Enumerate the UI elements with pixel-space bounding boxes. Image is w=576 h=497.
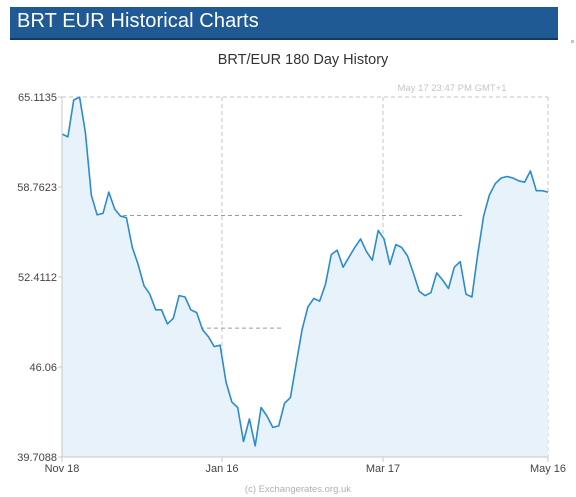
chart-title: BRT/EUR 180 Day History — [218, 52, 389, 68]
x-tick-label: Nov 18 — [45, 463, 80, 475]
chart-timestamp: May 17 23:47 PM GMT+1 — [397, 83, 506, 94]
series-area — [62, 97, 548, 457]
y-tick-label: 39.7088 — [17, 452, 57, 464]
series-layer — [61, 96, 549, 457]
x-tick-label: Mar 17 — [366, 463, 400, 475]
page-header: BRT EUR Historical Charts — [10, 7, 558, 40]
series-line — [61, 96, 549, 447]
x-tick-label: May 16 — [530, 463, 566, 475]
grid-lines — [62, 96, 549, 457]
edge-marker — [571, 40, 574, 43]
y-tick-label: 65.1135 — [18, 92, 57, 104]
page-title: BRT EUR Historical Charts — [17, 10, 259, 32]
y-tick-label: 52.4112 — [18, 272, 57, 284]
y-axis: 65.1135 58.7623 52.4112 46.06 39.7088 — [17, 92, 62, 464]
x-axis: Nov 18 Jan 16 Mar 17 May 16 — [45, 457, 566, 475]
chart-credits: (c) Exchangerates.org.uk — [245, 484, 351, 495]
x-tick-label: Jan 16 — [205, 463, 238, 475]
y-tick-label: 58.7623 — [17, 182, 57, 194]
y-tick-label: 46.06 — [29, 362, 57, 374]
